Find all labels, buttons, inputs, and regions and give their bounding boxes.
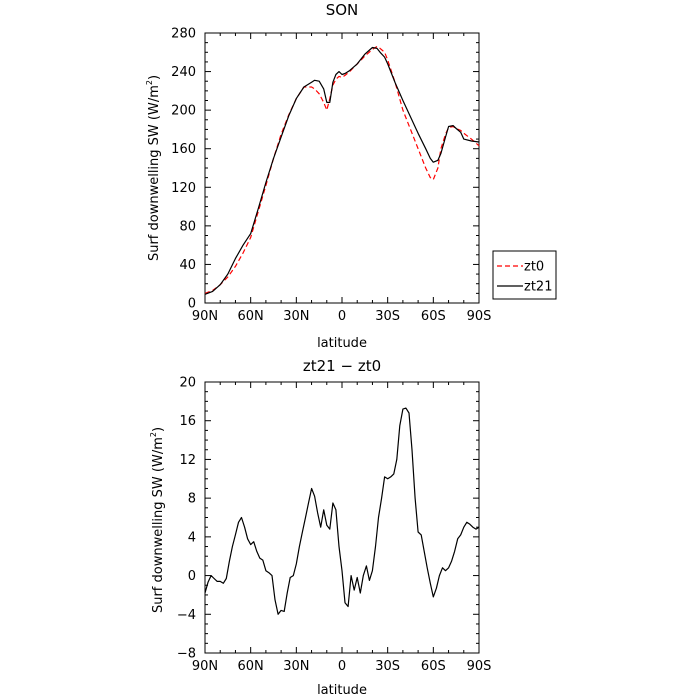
y-tick-label: 12 <box>179 453 196 468</box>
legend-label-zt21: zt21 <box>524 280 552 295</box>
legend: zt0 zt21 <box>492 250 557 300</box>
x-axis-label: latitude <box>317 336 367 351</box>
y-tick-label: 80 <box>179 219 196 234</box>
series-line-zt21 <box>204 46 480 295</box>
y-tick-label: 120 <box>171 181 196 196</box>
x-tick-label: 60N <box>238 659 264 674</box>
x-tick-label: 30N <box>283 659 309 674</box>
y-axis-label-superscript: 2 <box>145 80 154 85</box>
series-line-zt0 <box>204 45 480 294</box>
x-tick-label: 90S <box>467 309 492 324</box>
x-tick-label: 30S <box>375 659 400 674</box>
x-tick-label: 90N <box>192 309 218 324</box>
x-tick-label: 60S <box>421 309 446 324</box>
x-tick-label: 0 <box>338 309 346 324</box>
x-tick-label: 90N <box>192 659 218 674</box>
y-tick-label: 0 <box>188 569 196 584</box>
series-line-series-0 <box>204 407 480 615</box>
y-tick-label: −8 <box>177 647 196 662</box>
y-tick-label: 16 <box>179 414 196 429</box>
y-axis-label: Surf downwelling SW (W/m2) <box>145 75 162 261</box>
y-axis-label: Surf downwelling SW (W/m2) <box>149 427 166 613</box>
y-axis-label-superscript: 2 <box>149 432 158 437</box>
x-tick-label: 0 <box>338 659 346 674</box>
y-tick-label: 240 <box>171 65 196 80</box>
x-tick-label: 60S <box>421 659 446 674</box>
x-axis-label: latitude <box>317 683 367 698</box>
y-tick-label: 4 <box>188 530 196 545</box>
chart-panel-difference: zt21 − zt0 latitude Surf downwelling SW … <box>149 357 491 698</box>
y-tick-label: 160 <box>171 142 196 157</box>
y-tick-label: 200 <box>171 104 196 119</box>
y-tick-label: 40 <box>179 258 196 273</box>
legend-box <box>492 250 557 300</box>
x-tick-label: 90S <box>467 659 492 674</box>
y-tick-label: 8 <box>188 492 196 507</box>
x-tick-label: 30N <box>283 309 309 324</box>
chart-title: SON <box>326 1 359 19</box>
y-tick-label: 280 <box>171 27 196 42</box>
chart-title: zt21 − zt0 <box>303 357 381 375</box>
chart-panel-son: SON latitude Surf downwelling SW (W/m2) … <box>145 1 557 351</box>
legend-label-zt0: zt0 <box>524 260 544 275</box>
y-tick-label: 20 <box>179 376 196 391</box>
x-tick-label: 60N <box>238 309 264 324</box>
x-tick-label: 30S <box>375 309 400 324</box>
y-tick-label: 0 <box>188 297 196 312</box>
y-tick-label: −4 <box>177 608 196 623</box>
plot-frame <box>204 381 480 654</box>
